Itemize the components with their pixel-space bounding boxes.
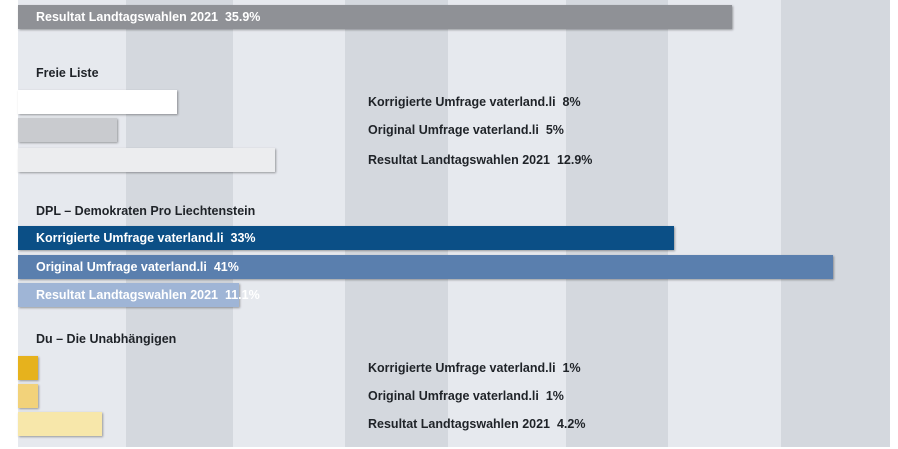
bar-value: 33% — [230, 231, 256, 245]
bar-label: Korrigierte Umfrage vaterland.li 1% — [368, 356, 581, 380]
bar-value: 4.2% — [556, 417, 586, 431]
bar-value: 5% — [545, 123, 564, 137]
bar-label-text: Korrigierte Umfrage vaterland.li — [36, 231, 224, 245]
bar-value: 35.9% — [224, 10, 261, 24]
bar-label-text: Original Umfrage vaterland.li — [36, 260, 207, 274]
bar-value: 8% — [562, 95, 581, 109]
bar — [18, 90, 177, 114]
bar-label: Original Umfrage vaterland.li 1% — [368, 384, 564, 408]
bar — [18, 356, 38, 380]
bar-label: Resultat Landtagswahlen 2021 35.9% — [18, 5, 260, 29]
bar-value: 41% — [213, 260, 239, 274]
bar-label-text: Korrigierte Umfrage vaterland.li — [368, 95, 556, 109]
bar — [18, 5, 732, 29]
bar-label-text: Resultat Landtagswahlen 2021 — [368, 153, 551, 167]
bar-label-text: Original Umfrage vaterland.li — [368, 123, 539, 137]
bar-value: 11.1% — [224, 288, 260, 302]
bar — [18, 226, 674, 250]
bar-label: Korrigierte Umfrage vaterland.li 33% — [18, 226, 256, 250]
bar-label: Resultat Landtagswahlen 2021 12.9% — [368, 148, 592, 172]
bar-label: Resultat Landtagswahlen 2021 11.1% — [18, 283, 260, 307]
bar-label: Resultat Landtagswahlen 2021 4.2% — [368, 412, 585, 436]
bar-label-text: Original Umfrage vaterland.li — [368, 389, 539, 403]
bar-label-text: Resultat Landtagswahlen 2021 — [368, 417, 551, 431]
grid-band — [126, 0, 233, 449]
group-title: DPL – Demokraten Pro Liechtenstein — [36, 204, 256, 218]
bar-label: Original Umfrage vaterland.li 5% — [368, 118, 564, 142]
bar-label-text: Resultat Landtagswahlen 2021 — [36, 10, 219, 24]
grid-band — [781, 0, 890, 449]
bar — [18, 118, 117, 142]
bar-value: 1% — [545, 389, 564, 403]
grid-band — [566, 0, 668, 449]
bar — [18, 255, 833, 279]
bar — [18, 283, 239, 307]
bar — [18, 384, 38, 408]
group-title: Freie Liste — [36, 66, 99, 80]
group-title: Du – Die Unabhängigen — [36, 332, 177, 346]
grid-band — [345, 0, 448, 449]
chart-area: Resultat Landtagswahlen 2021 35.9% Freie … — [18, 0, 890, 449]
bar — [18, 412, 102, 436]
bar-value: 1% — [562, 361, 581, 375]
bottom-border — [0, 447, 898, 449]
bar-label: Original Umfrage vaterland.li 41% — [18, 255, 239, 279]
bar-label-text: Resultat Landtagswahlen 2021 — [36, 288, 219, 302]
bar-value: 12.9% — [556, 153, 593, 167]
bar-label-text: Korrigierte Umfrage vaterland.li — [368, 361, 556, 375]
bar-label: Korrigierte Umfrage vaterland.li 8% — [368, 90, 581, 114]
bar — [18, 148, 275, 172]
